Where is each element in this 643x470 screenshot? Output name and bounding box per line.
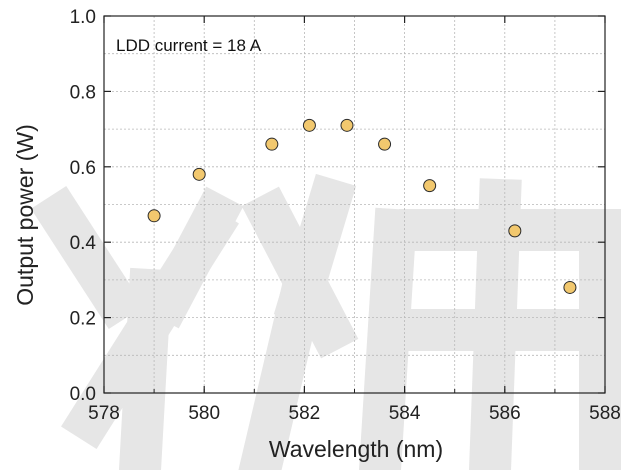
data-point [423, 179, 437, 193]
watermark-stroke [30, 185, 145, 330]
y-tick-label: 0.2 [70, 309, 96, 330]
data-point [192, 167, 206, 181]
x-tick-label: 578 [88, 403, 120, 424]
x-tick-label: 588 [589, 403, 621, 424]
x-tick-label: 586 [489, 403, 521, 424]
data-point [378, 137, 392, 151]
watermark-stroke [118, 267, 173, 470]
data-point [340, 118, 354, 132]
data-point [302, 118, 316, 132]
y-axis-title: Output power (W) [12, 124, 38, 306]
data-point [265, 137, 279, 151]
x-axis-title: Wavelength (nm) [269, 436, 443, 462]
x-tick-label: 584 [389, 403, 421, 424]
data-point [147, 209, 161, 223]
y-tick-label: 0.0 [70, 384, 96, 405]
x-tick-labels: 578 580 582 584 586 588 [88, 403, 621, 424]
y-tick-label: 0.8 [70, 82, 96, 103]
axis-ticks [103, 15, 606, 394]
data-point [508, 224, 522, 238]
watermark-stroke [468, 178, 522, 470]
y-tick-labels: 0.0 0.2 0.4 0.6 0.8 1.0 [70, 7, 97, 405]
grid-lines [104, 16, 605, 393]
y-tick-label: 0.4 [70, 233, 97, 254]
data-point [563, 280, 577, 294]
watermark-stroke [358, 207, 418, 470]
annotation-label: LDD current = 18 A [116, 36, 262, 55]
y-tick-label: 1.0 [70, 7, 96, 28]
data-points [147, 118, 577, 294]
y-tick-label: 0.6 [70, 158, 96, 179]
x-tick-label: 580 [188, 403, 220, 424]
watermark-stroke [141, 186, 244, 329]
x-tick-label: 582 [289, 403, 321, 424]
watermark-stroke [238, 274, 326, 470]
